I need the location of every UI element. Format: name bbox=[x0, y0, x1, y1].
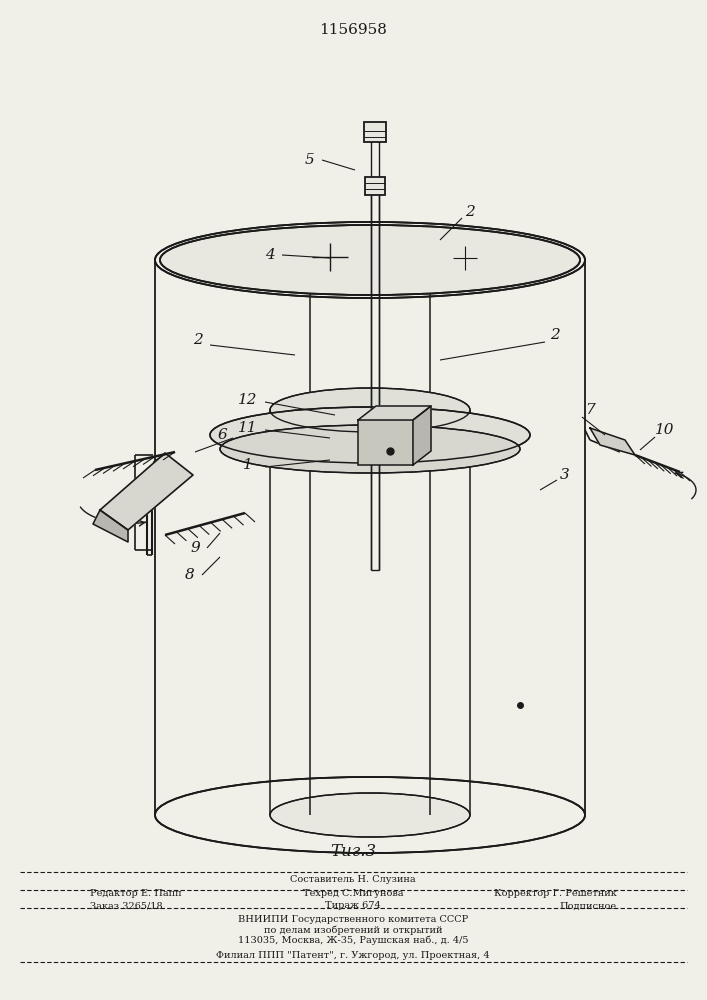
Text: 2: 2 bbox=[193, 333, 203, 347]
Text: Τиг.3: Τиг.3 bbox=[330, 844, 376, 860]
Text: 9: 9 bbox=[190, 541, 200, 555]
Text: Корректор Г. Решетник: Корректор Г. Решетник bbox=[494, 890, 617, 898]
Bar bbox=[365, 177, 385, 195]
Text: 4: 4 bbox=[265, 248, 275, 262]
Bar bbox=[364, 122, 386, 142]
Text: Тираж 674: Тираж 674 bbox=[325, 902, 381, 910]
Text: 7: 7 bbox=[585, 403, 595, 417]
Text: Заказ 3265/18: Заказ 3265/18 bbox=[90, 902, 163, 910]
Ellipse shape bbox=[155, 222, 585, 298]
Polygon shape bbox=[358, 406, 431, 420]
Ellipse shape bbox=[270, 388, 470, 432]
Text: 6: 6 bbox=[217, 428, 227, 442]
Text: Подписное: Подписное bbox=[560, 902, 617, 910]
Text: 11: 11 bbox=[238, 421, 258, 435]
Text: Составитель Н. Слузина: Составитель Н. Слузина bbox=[290, 876, 416, 884]
Text: 2: 2 bbox=[550, 328, 560, 342]
Text: 12: 12 bbox=[238, 393, 258, 407]
Ellipse shape bbox=[220, 425, 520, 473]
Text: 5: 5 bbox=[305, 153, 315, 167]
Ellipse shape bbox=[270, 793, 470, 837]
Polygon shape bbox=[413, 406, 431, 465]
Text: 1156958: 1156958 bbox=[319, 23, 387, 37]
Text: 3: 3 bbox=[560, 468, 570, 482]
Ellipse shape bbox=[210, 407, 530, 463]
Text: ВНИИПИ Государственного комитета СССР: ВНИИПИ Государственного комитета СССР bbox=[238, 916, 468, 924]
Polygon shape bbox=[590, 428, 635, 455]
Ellipse shape bbox=[155, 777, 585, 853]
Text: 2: 2 bbox=[465, 205, 475, 219]
Polygon shape bbox=[100, 453, 193, 530]
Text: 113035, Москва, Ж-35, Раушская наб., д. 4/5: 113035, Москва, Ж-35, Раушская наб., д. … bbox=[238, 935, 468, 945]
Text: Редактор Е. Папп: Редактор Е. Папп bbox=[90, 890, 182, 898]
Ellipse shape bbox=[160, 225, 580, 295]
Bar bbox=[358, 420, 413, 465]
Text: Филиал ППП "Патент", г. Ужгород, ул. Проектная, 4: Филиал ППП "Патент", г. Ужгород, ул. Про… bbox=[216, 952, 490, 960]
Text: 8: 8 bbox=[185, 568, 195, 582]
Text: 10: 10 bbox=[655, 423, 674, 437]
Text: по делам изобретений и открытий: по делам изобретений и открытий bbox=[264, 925, 443, 935]
Text: Техред С.Мигунова: Техред С.Мигунова bbox=[303, 890, 403, 898]
Text: 1: 1 bbox=[243, 458, 253, 472]
Polygon shape bbox=[93, 510, 128, 542]
